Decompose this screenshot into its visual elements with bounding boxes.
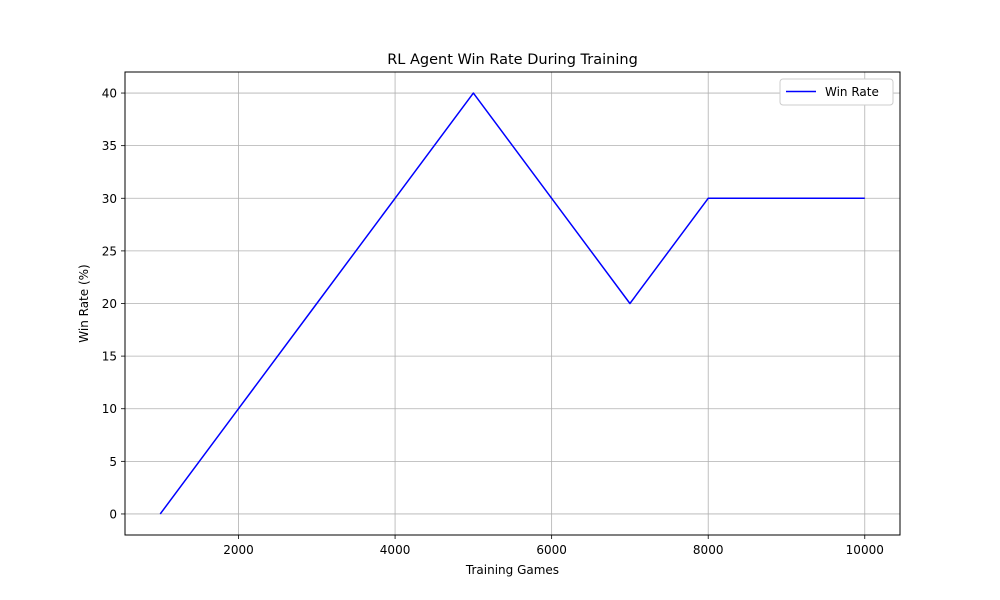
y-tick-label: 5 [109, 455, 117, 469]
y-tick-label: 0 [109, 507, 117, 521]
y-tick-label: 20 [102, 297, 117, 311]
chart-title: RL Agent Win Rate During Training [387, 52, 638, 68]
grid [125, 72, 900, 535]
y-tick-label: 30 [102, 192, 117, 206]
y-tick-label: 10 [102, 402, 117, 416]
x-tick-label: 6000 [536, 543, 567, 557]
ticks: 2000 4000 6000 8000 10000 0 5 10 15 20 25 30 35 40 [102, 87, 884, 557]
x-axis-label: Training Games [465, 563, 559, 577]
x-tick-label: 10000 [846, 543, 884, 557]
y-tick-label: 40 [102, 87, 117, 101]
legend: Win Rate [779, 78, 894, 106]
series-layer [159, 92, 865, 515]
legend-label-win-rate: Win Rate [825, 85, 879, 99]
series-line-win-rate [159, 92, 865, 515]
x-tick-label: 8000 [693, 543, 724, 557]
y-tick-label: 35 [102, 139, 117, 153]
x-tick-label: 4000 [380, 543, 411, 557]
legend-box [779, 78, 894, 106]
y-tick-label: 25 [102, 244, 117, 258]
x-tick-label: 2000 [223, 543, 254, 557]
y-tick-label: 15 [102, 350, 117, 364]
y-axis-label: Win Rate (%) [77, 264, 91, 342]
